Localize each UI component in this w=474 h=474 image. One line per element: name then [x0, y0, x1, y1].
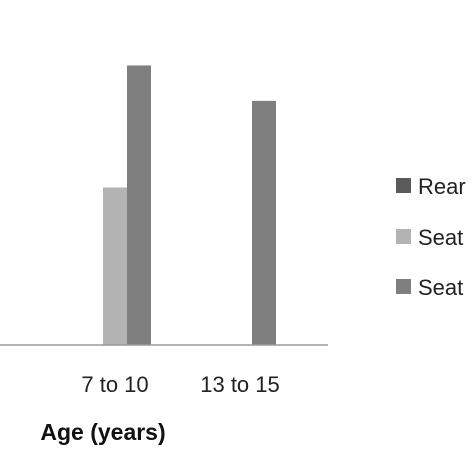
legend-swatch-0 [396, 178, 411, 193]
bar-series-1-cat-1 [103, 187, 127, 345]
x-tick-label: 13 to 15 [200, 372, 280, 397]
legend-label-0: Rear [418, 174, 466, 199]
x-tick-label: 7 to 10 [81, 372, 148, 397]
bars-layer [103, 65, 276, 345]
legend-label-1: Seat [418, 225, 463, 250]
bar-series-2-cat-1 [127, 65, 151, 345]
x-axis-title: Age (years) [40, 419, 165, 445]
legend-swatch-1 [396, 229, 411, 244]
legend-swatch-2 [396, 279, 411, 294]
x-tick-labels: 7 to 10 13 to 15 [81, 372, 279, 397]
bar-series-2-cat-2 [252, 100, 276, 345]
legend: Rear Seat Seat [396, 174, 466, 300]
legend-label-2: Seat [418, 275, 463, 300]
